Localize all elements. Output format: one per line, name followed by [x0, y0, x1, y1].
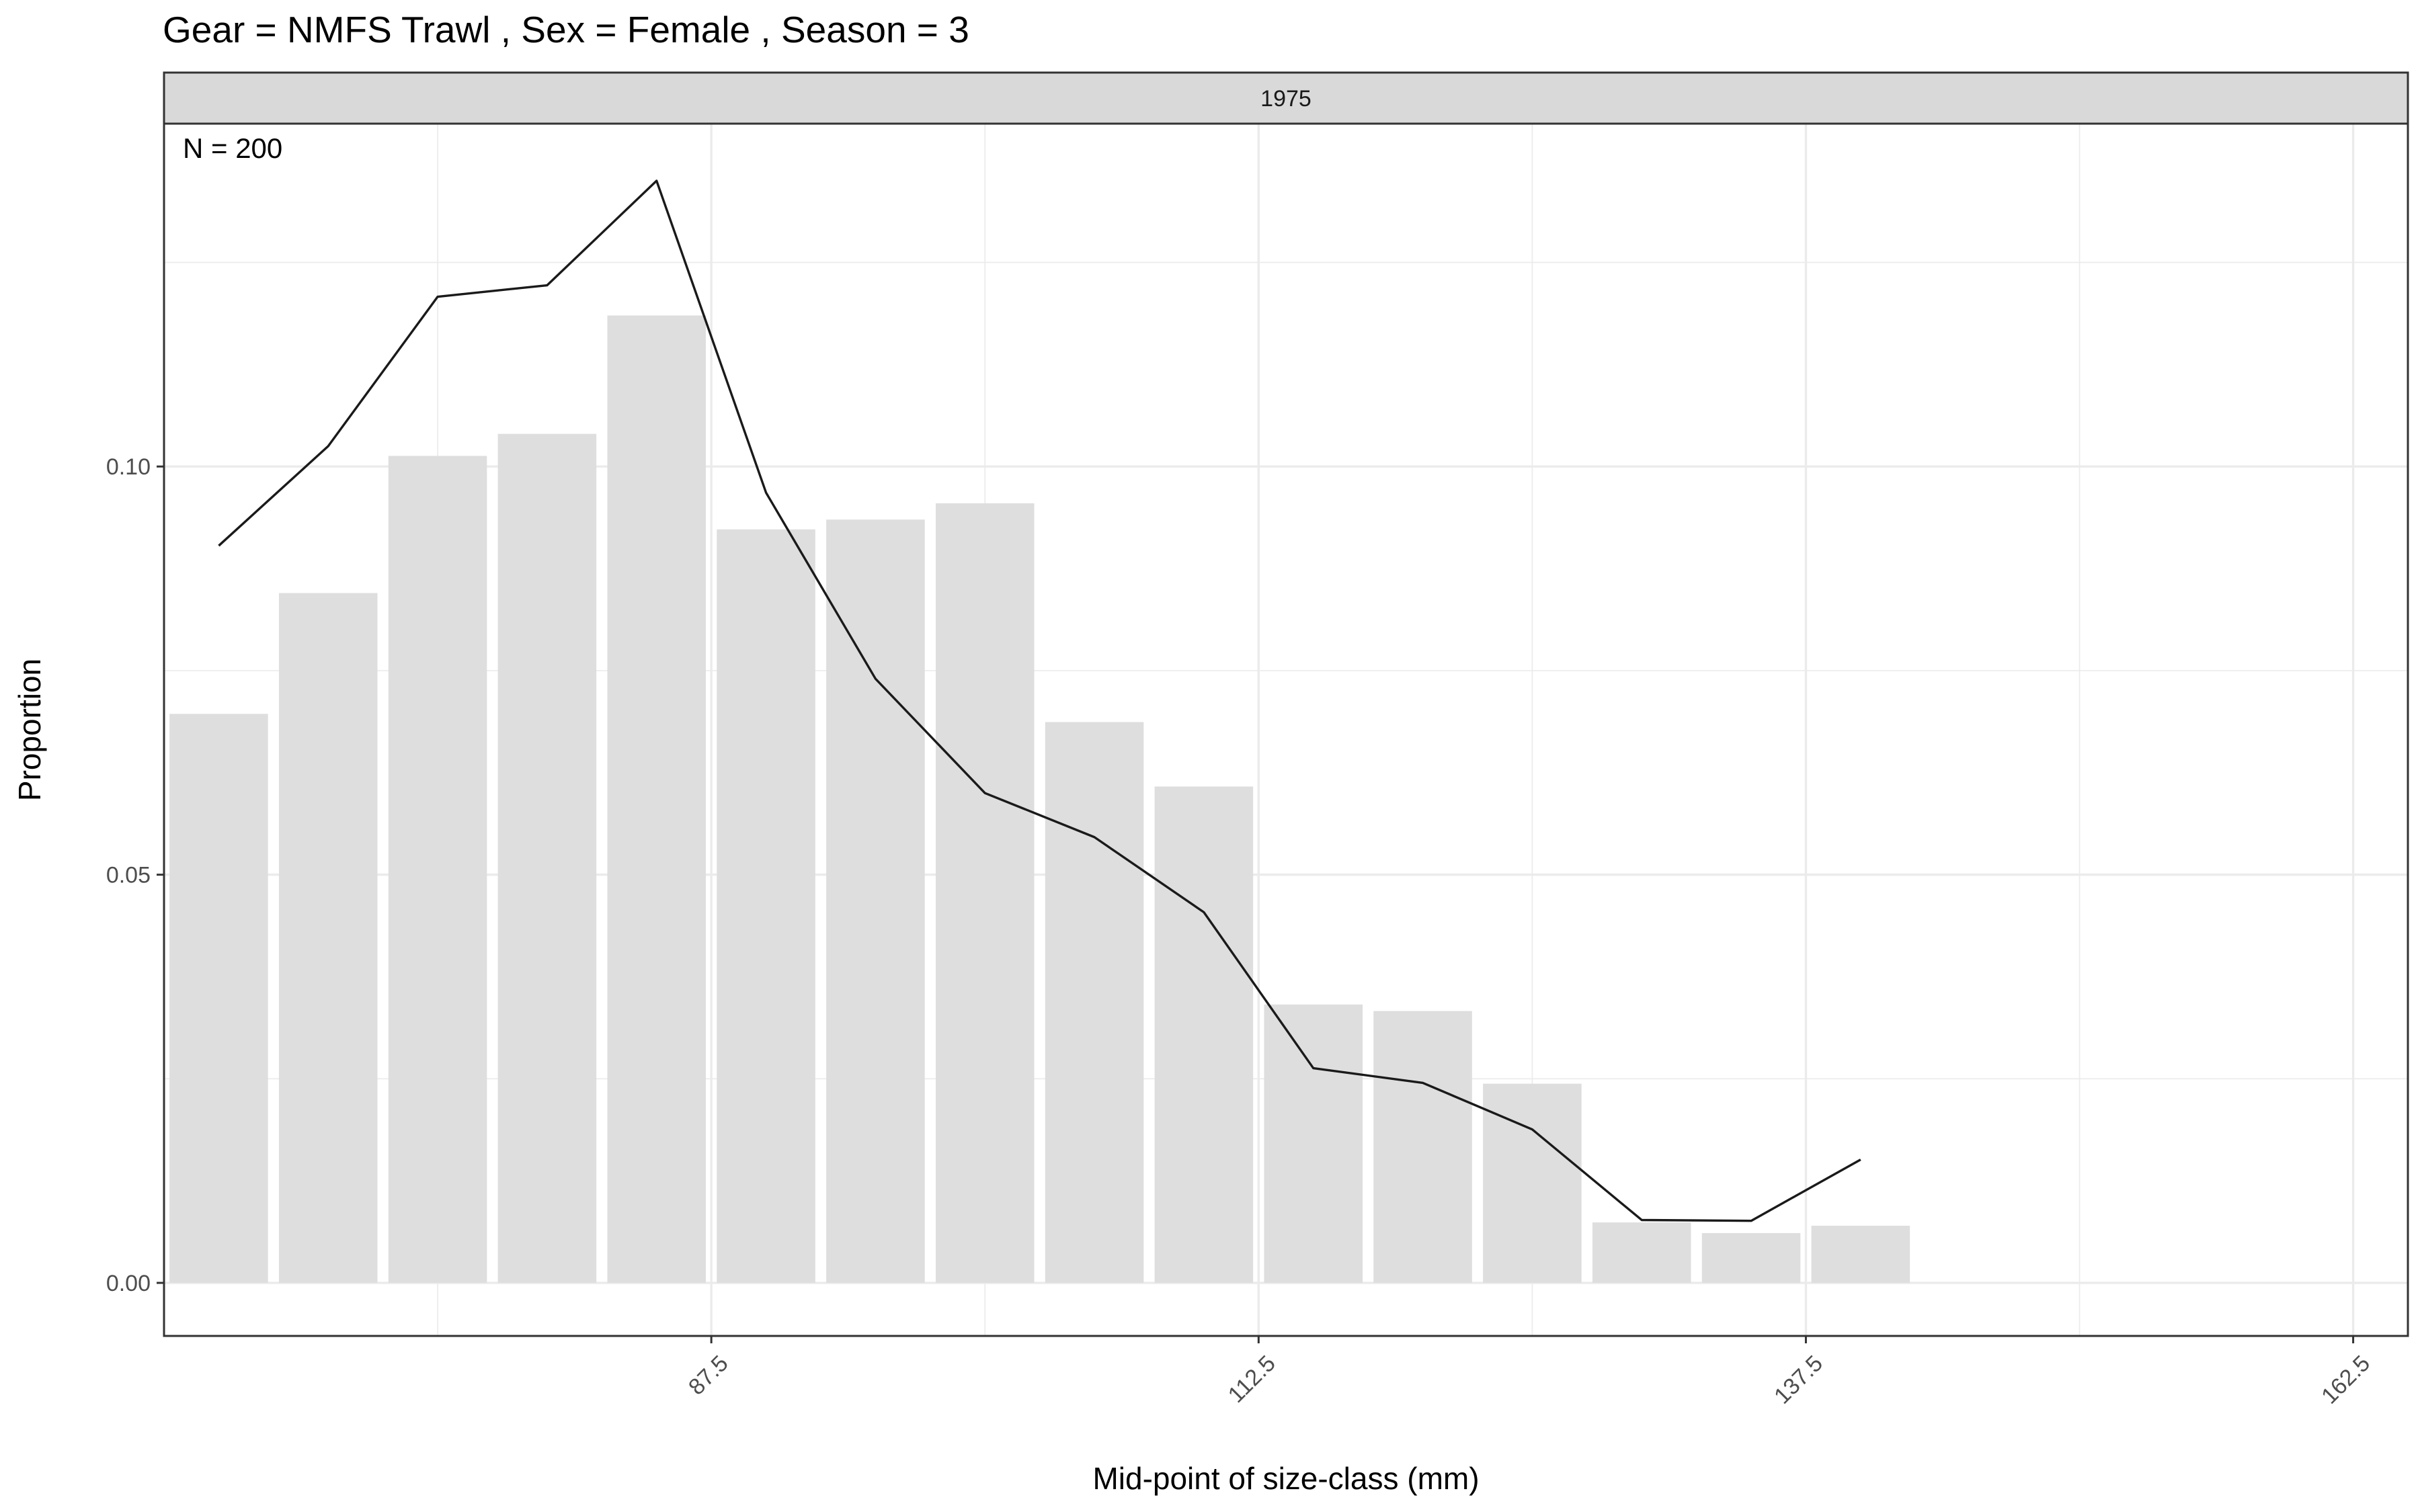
x-axis: 87.5 112.5 137.5 162.5 [684, 1336, 2375, 1409]
facet-strip [163, 71, 2409, 125]
x-tick-label: 137.5 [1769, 1351, 1828, 1409]
bar [1811, 1226, 1910, 1284]
chart-title: Gear = NMFS Trawl , Sex = Female , Seaso… [163, 9, 969, 50]
fit-line-group [218, 179, 1861, 1222]
bar [1701, 1232, 1801, 1284]
y-tick-label: 0.10 [106, 454, 151, 480]
bar [1045, 722, 1144, 1284]
x-tick-label: 87.5 [684, 1351, 733, 1400]
sample-size-label: N = 200 [183, 132, 282, 164]
bar [607, 315, 707, 1284]
y-tick-label: 0.05 [106, 863, 151, 888]
y-tick-label: 0.00 [106, 1271, 151, 1296]
bar [935, 503, 1035, 1284]
bar [717, 529, 815, 1284]
fit-line [218, 179, 1861, 1222]
x-axis-title: Mid-point of size-class (mm) [1092, 1461, 1479, 1496]
bar [278, 593, 378, 1284]
bar [1483, 1083, 1582, 1284]
facet-label: 1975 [1260, 86, 1312, 112]
bar [1373, 1011, 1472, 1284]
bar [497, 433, 597, 1284]
y-axis: 0.00 0.05 0.10 [106, 454, 164, 1296]
bar [388, 456, 487, 1284]
bars [169, 315, 1910, 1284]
bar [826, 519, 925, 1284]
bar [1154, 786, 1254, 1284]
bar [1264, 1004, 1363, 1284]
x-tick-label: 112.5 [1223, 1351, 1281, 1408]
y-axis-title: Proportion [12, 659, 47, 801]
bar [1592, 1222, 1691, 1284]
x-tick-label: 162.5 [2316, 1351, 2375, 1409]
panel-border [163, 122, 2409, 1337]
bar [169, 714, 268, 1284]
